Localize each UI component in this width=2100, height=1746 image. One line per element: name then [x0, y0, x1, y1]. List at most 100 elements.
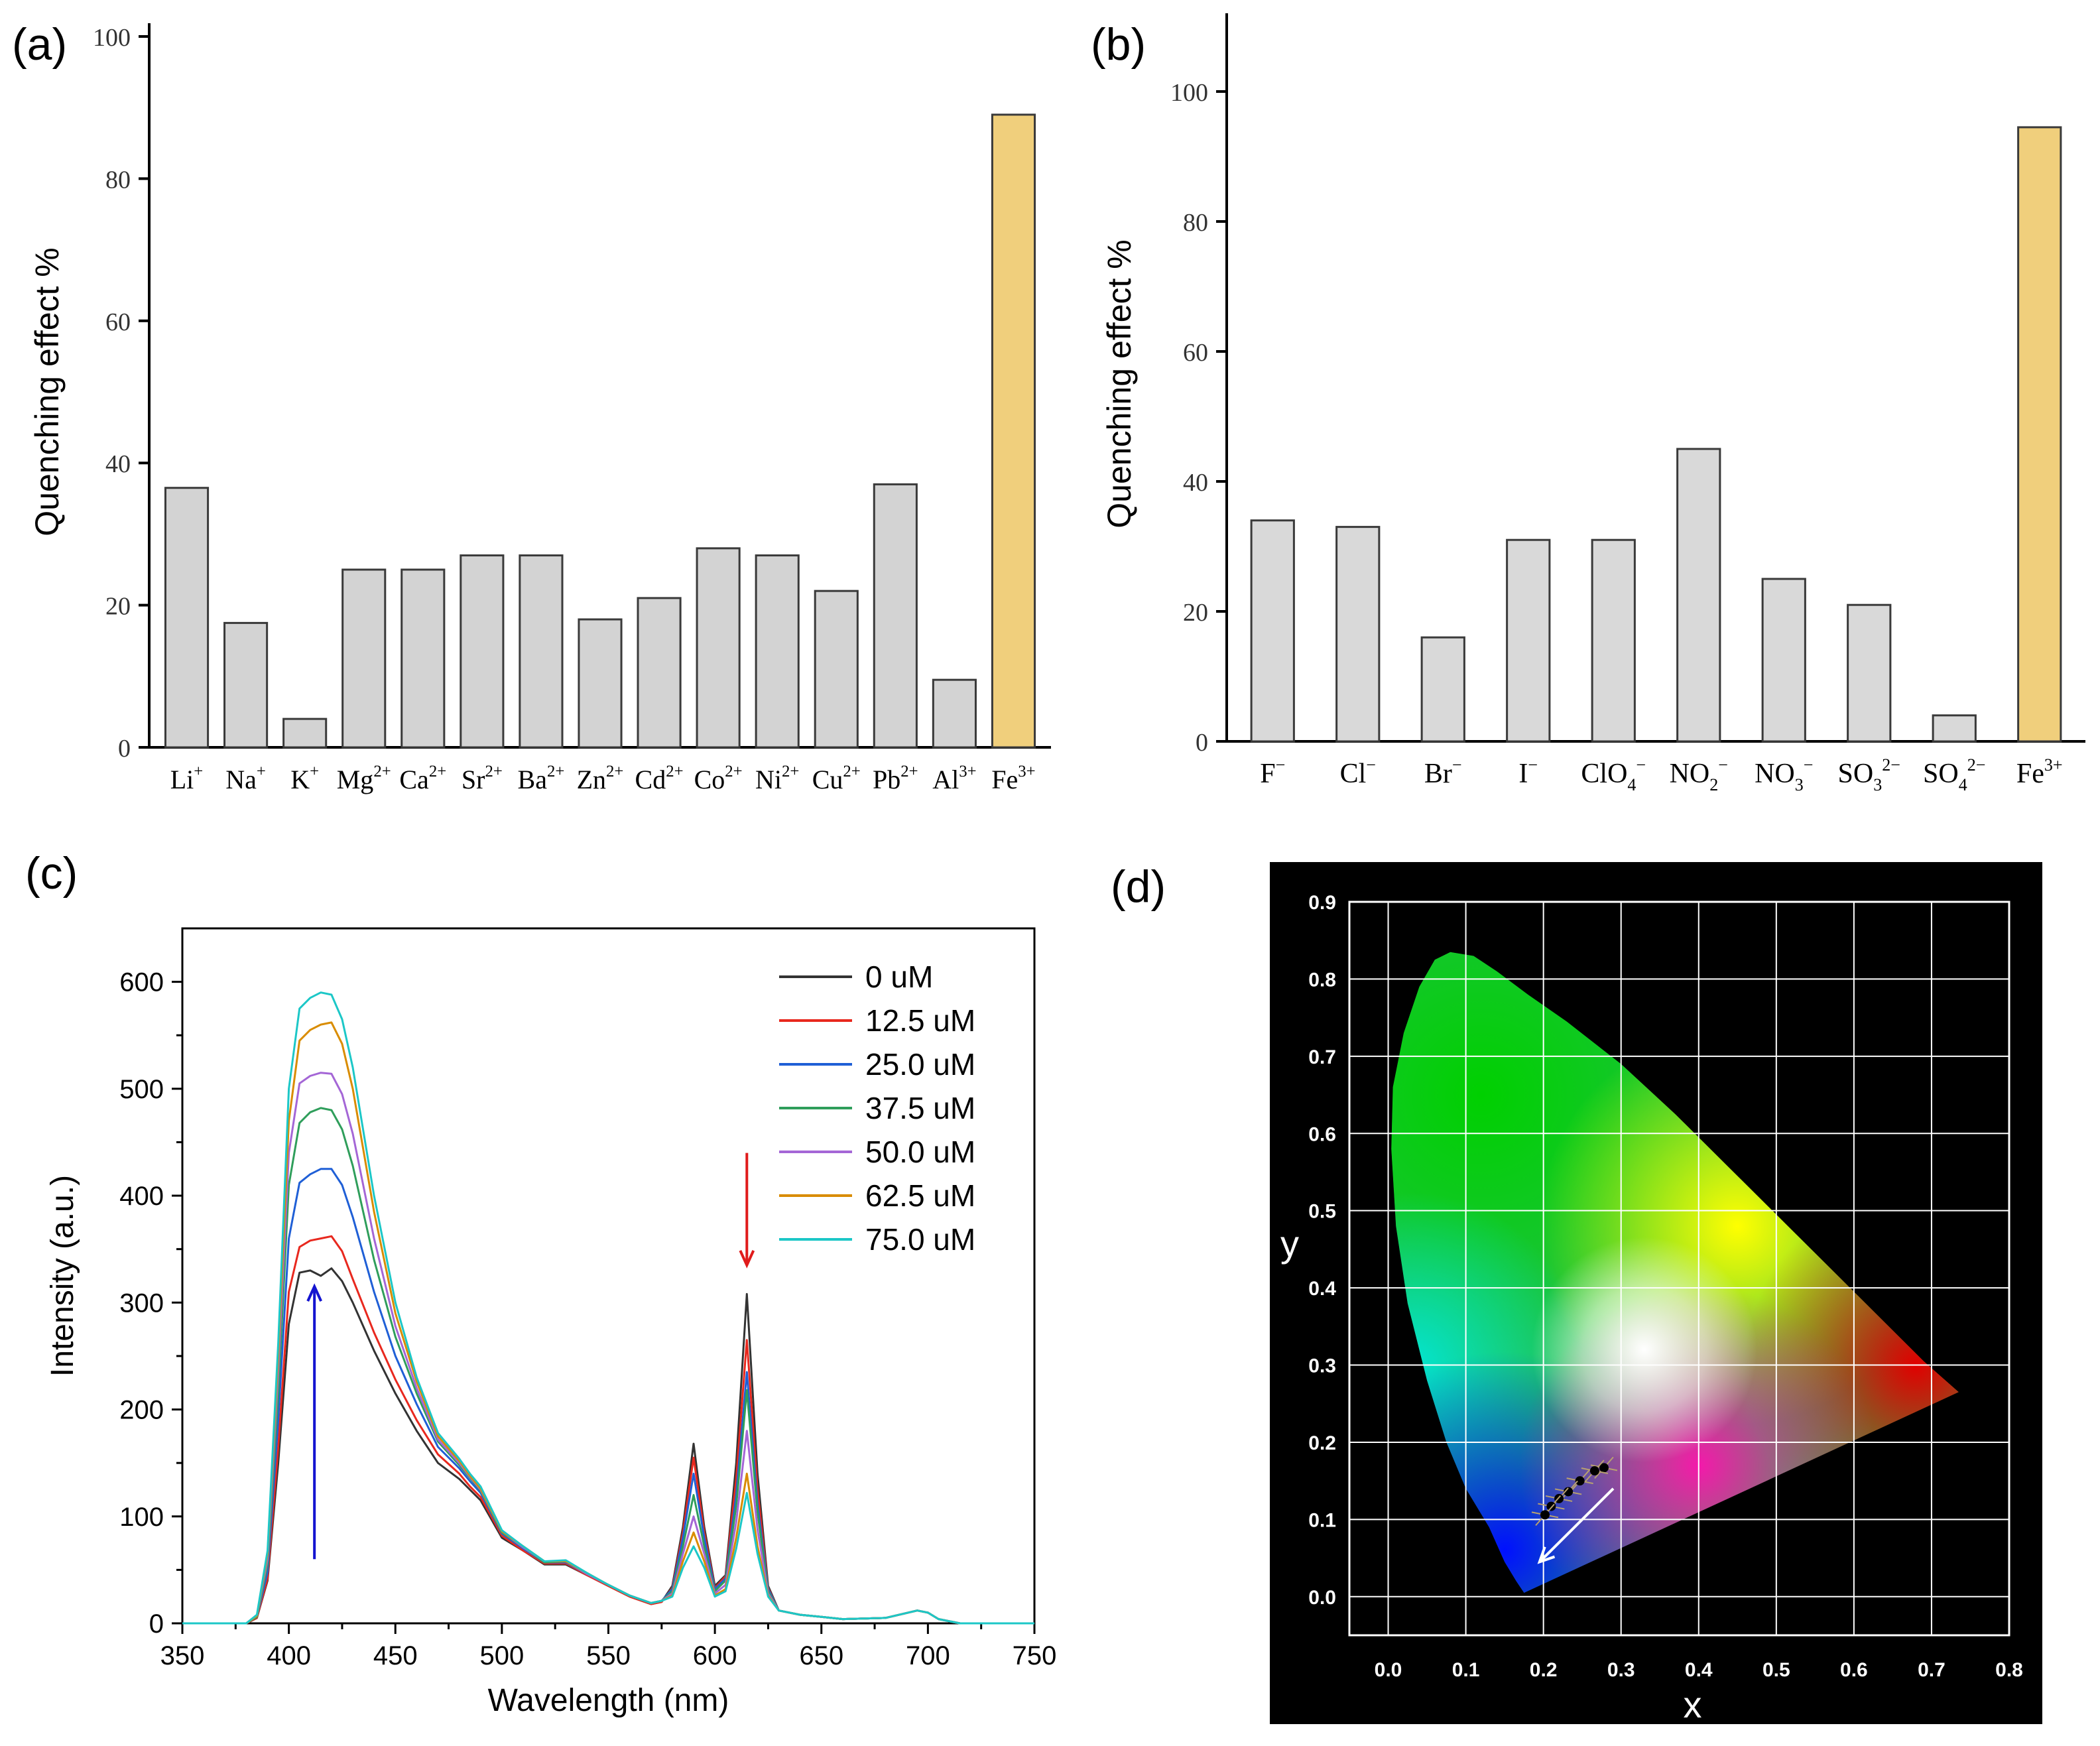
y-tick-label: 0.7: [1308, 1046, 1336, 1068]
y-axis-label: Quenching effect %: [1101, 239, 1138, 528]
bar: [460, 554, 505, 749]
x-tick-label: K+: [290, 763, 319, 794]
x-tick-label: 550: [586, 1641, 631, 1670]
x-tick-label: Br−: [1424, 755, 1462, 789]
panel-label-c: (c): [25, 848, 78, 899]
y-tick-label: 0.1: [1308, 1509, 1336, 1531]
y-tick-label: 500: [119, 1075, 164, 1104]
legend-label: 62.5 uM: [865, 1178, 975, 1213]
x-tick-label: NO3−: [1755, 755, 1813, 794]
y-axis-label: y: [1280, 1223, 1299, 1265]
y-tick-label: 100: [1170, 79, 1208, 107]
y-tick-label: 20: [1183, 599, 1208, 627]
y-tick-label: 0: [149, 1609, 164, 1639]
x-tick-label: Ni2+: [755, 763, 799, 794]
y-axis-label: Quenching effect %: [29, 247, 66, 536]
y-tick-label: 600: [119, 968, 164, 997]
bar: [519, 554, 564, 749]
white-point-region: [1531, 1237, 1757, 1463]
x-tick-label: Mg2+: [337, 763, 391, 794]
y-tick-label: 0.8: [1308, 969, 1336, 991]
y-tick-label: 80: [1183, 209, 1208, 237]
chart-a-metal-ions: 0 20 40 60 80 100 Quenching effect % Li+ Na+ K+ Mg…: [29, 23, 1051, 794]
x-tick-label: 700: [906, 1641, 950, 1670]
legend-label: 0 uM: [865, 960, 933, 994]
bar: [1335, 526, 1381, 743]
trend-arrow-head: [1537, 1546, 1556, 1564]
bar: [1420, 636, 1465, 743]
x-tick-label: Co2+: [694, 763, 743, 794]
trend-arrow: [1538, 1487, 1615, 1563]
x-tick-label: Li+: [170, 763, 204, 794]
x-tick-label: 0.3: [1607, 1659, 1635, 1681]
y-tick-label: 40: [1183, 469, 1208, 497]
bar: [696, 547, 741, 749]
y-tick-label: 100: [93, 24, 131, 52]
bar: [1250, 519, 1295, 743]
y-tick-label: 40: [105, 450, 131, 478]
y-tick-label: 100: [119, 1503, 164, 1532]
x-tick-label: Fe3+: [991, 763, 1035, 794]
bar: [637, 597, 682, 749]
bar: [1591, 538, 1636, 743]
y-tick-label: 0.0: [1308, 1587, 1336, 1609]
x-tick-label: ClO4−: [1581, 755, 1646, 794]
chart-c-emission-spectra: 350 400 450 500 550 600 650 700 750 0 100 200 300 400…: [45, 927, 1057, 1718]
x-tick-label: Na+: [225, 763, 266, 794]
bar: [578, 618, 623, 749]
bar: [1676, 448, 1721, 743]
x-tick-label: Al3+: [932, 763, 976, 794]
legend-label: 25.0 uM: [865, 1047, 975, 1082]
x-tick-label: 350: [160, 1641, 205, 1670]
bar: [991, 113, 1036, 749]
bar: [2017, 126, 2062, 743]
data-point: [1599, 1463, 1609, 1473]
bar: [1847, 603, 1892, 743]
data-point: [1564, 1487, 1574, 1497]
bar: [341, 568, 387, 749]
x-tick-label: Cl−: [1340, 755, 1376, 789]
x-tick-label: 750: [1013, 1641, 1057, 1670]
y-tick-label: 0.6: [1308, 1123, 1336, 1145]
x-tick-label: 650: [799, 1641, 843, 1670]
y-tick-label: 0.5: [1308, 1201, 1336, 1223]
arrow-head: [739, 1250, 755, 1269]
y-tick-label: 80: [105, 166, 131, 194]
chart-d-cie-diagram: 0.0 0.1 0.2 0.3 0.4 0.5 0.6 0.7 0.8 0.0 0.1 0.2 0.3 0…: [1270, 862, 2042, 1725]
bar: [223, 621, 269, 749]
x-tick-label: Ba2+: [518, 763, 565, 794]
y-tick-label: 0.9: [1308, 892, 1336, 914]
data-point: [1546, 1501, 1556, 1511]
chart-b-anions: 0 20 40 60 80 100 Quenching effect % F− Cl− Br− I−…: [1101, 13, 2085, 794]
panel-label-b: (b): [1091, 19, 1146, 70]
bar: [1506, 538, 1551, 743]
x-tick-label: Cu2+: [812, 763, 861, 794]
x-tick-label: 0.4: [1685, 1659, 1713, 1681]
panel-label-d: (d): [1111, 861, 1166, 912]
y-axis-label: Intensity (a.u.): [45, 1175, 80, 1377]
bar: [873, 483, 918, 749]
bar: [282, 717, 328, 749]
bar: [1761, 578, 1806, 743]
y-tick-label: 0.3: [1308, 1355, 1336, 1377]
bar: [755, 554, 800, 749]
x-tick-label: 450: [373, 1641, 418, 1670]
legend-label: 37.5 uM: [865, 1091, 975, 1125]
cie-frame: [1348, 901, 2010, 1637]
legend-label: 75.0 uM: [865, 1222, 975, 1257]
y-tick-label: 0: [118, 735, 131, 763]
y-tick-label: 300: [119, 1288, 164, 1318]
x-tick-label: F−: [1260, 755, 1285, 789]
x-tick-label: 500: [480, 1641, 525, 1670]
panel-label-a: (a): [12, 19, 67, 70]
x-axis-label: Wavelength (nm): [488, 1683, 729, 1718]
x-axis-label: x: [1684, 1684, 1702, 1725]
x-tick-label: 0.7: [1918, 1659, 1946, 1681]
x-tick-label: Ca2+: [399, 763, 446, 794]
x-tick-label: 0.1: [1452, 1659, 1480, 1681]
bar: [1932, 714, 1977, 743]
data-point: [1540, 1510, 1550, 1520]
x-tick-label: NO2−: [1670, 755, 1728, 794]
y-tick-label: 0: [1196, 729, 1208, 757]
